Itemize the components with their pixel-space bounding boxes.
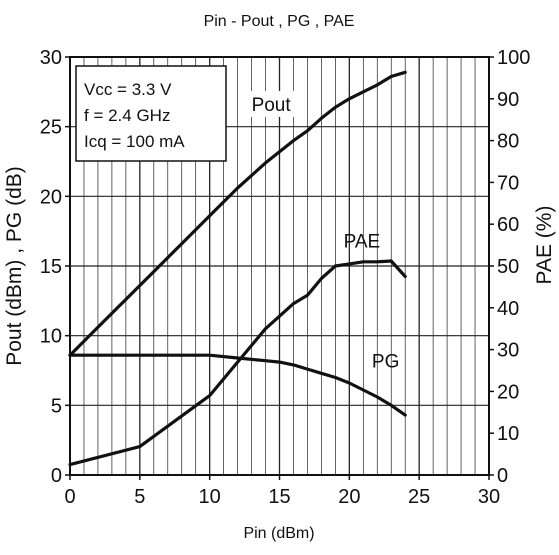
y-right-tick-label: 30 bbox=[497, 340, 519, 362]
y-right-tick-label: 0 bbox=[497, 465, 508, 487]
x-tick-label: 30 bbox=[478, 486, 500, 508]
series-line-pae bbox=[68, 259, 407, 467]
labels-layer: Pout PAE PG bbox=[245, 90, 399, 372]
conditions-box bbox=[75, 65, 227, 162]
y-right-tick-label: 100 bbox=[497, 47, 530, 69]
y-left-tick-label: 20 bbox=[40, 186, 62, 208]
condition-frequency: f = 2.4 GHz bbox=[84, 106, 170, 125]
y-right-tick-label: 80 bbox=[497, 131, 519, 153]
y-right-tick-label: 10 bbox=[497, 423, 519, 445]
condition-icq: Icq = 100 mA bbox=[84, 132, 185, 151]
x-tick-label: 25 bbox=[408, 486, 430, 508]
y-right-tick-label: 70 bbox=[497, 172, 519, 194]
x-tick-label: 20 bbox=[338, 486, 360, 508]
y-left-tick-label: 15 bbox=[40, 256, 62, 278]
y-right-axis-label: PAE (%) bbox=[533, 206, 556, 285]
x-axis-label: Pin (dBm) bbox=[243, 525, 314, 542]
ticks-layer: 0 5 10 15 20 25 300510152025300102030405060708… bbox=[40, 47, 531, 508]
series-label-pg: PG bbox=[372, 351, 399, 372]
y-left-axis-label: Pout (dBm) , PG (dB) bbox=[3, 166, 26, 366]
y-right-tick-label: 20 bbox=[497, 381, 519, 403]
x-tick-label: 15 bbox=[268, 486, 290, 508]
y-left-tick-label: 10 bbox=[40, 326, 62, 348]
series-label-pae: PAE bbox=[344, 231, 381, 252]
y-right-tick-label: 90 bbox=[497, 89, 519, 111]
x-tick-label: 5 bbox=[134, 486, 145, 508]
chart-title: Pin - Pout , PG , PAE bbox=[204, 13, 355, 30]
series-layer bbox=[68, 70, 407, 467]
x-tick-label: 0 bbox=[64, 486, 75, 508]
y-left-tick-label: 5 bbox=[51, 395, 62, 417]
y-right-tick-label: 60 bbox=[497, 214, 519, 236]
series-label-bg-pout bbox=[245, 90, 298, 117]
condition-vcc: Vcc = 3.3 V bbox=[84, 80, 172, 99]
y-left-tick-label: 30 bbox=[40, 47, 62, 69]
series-label-pout: Pout bbox=[252, 95, 292, 116]
series-line-pout bbox=[68, 70, 407, 357]
y-left-tick-label: 0 bbox=[51, 465, 62, 487]
y-right-tick-label: 50 bbox=[497, 256, 519, 278]
y-right-tick-label: 40 bbox=[497, 298, 519, 320]
y-left-tick-label: 25 bbox=[40, 117, 62, 139]
series-line-pg bbox=[68, 353, 407, 417]
x-tick-label: 10 bbox=[199, 486, 221, 508]
